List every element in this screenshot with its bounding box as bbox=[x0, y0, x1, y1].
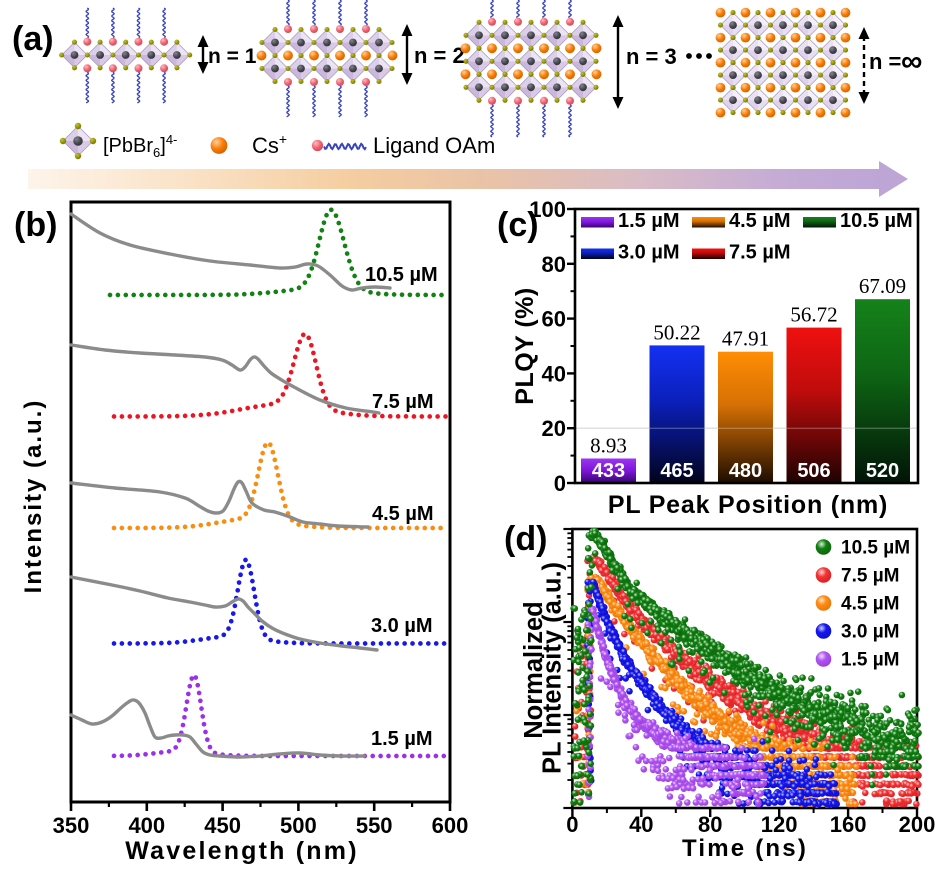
svg-text:3.0 µM: 3.0 µM bbox=[371, 615, 433, 637]
svg-text:PL Peak Position (nm): PL Peak Position (nm) bbox=[608, 491, 888, 519]
svg-text:480: 480 bbox=[729, 460, 762, 482]
svg-text:Ligand OAm: Ligand OAm bbox=[373, 133, 495, 158]
svg-text:120: 120 bbox=[761, 812, 798, 837]
svg-text:520: 520 bbox=[866, 460, 899, 482]
svg-text:10.5 µM: 10.5 µM bbox=[840, 210, 913, 232]
svg-text:3.0 µM: 3.0 µM bbox=[618, 242, 680, 264]
svg-text:160: 160 bbox=[830, 812, 867, 837]
svg-text:(a): (a) bbox=[12, 20, 54, 58]
svg-text:350: 350 bbox=[53, 813, 90, 838]
svg-text:500: 500 bbox=[280, 813, 317, 838]
svg-text:0: 0 bbox=[566, 812, 578, 837]
svg-text:n = 1: n = 1 bbox=[208, 45, 257, 68]
svg-text:[PbBr6]4-: [PbBr6]4- bbox=[103, 132, 177, 160]
svg-text:20: 20 bbox=[542, 416, 566, 441]
svg-text:Wavelength (nm): Wavelength (nm) bbox=[125, 837, 358, 865]
svg-text:60: 60 bbox=[542, 307, 566, 332]
svg-text:433: 433 bbox=[592, 460, 625, 482]
svg-text:80: 80 bbox=[698, 812, 722, 837]
svg-text:1.5 µM: 1.5 µM bbox=[371, 728, 433, 750]
svg-text:Intensity (a.u.): Intensity (a.u.) bbox=[20, 399, 47, 594]
svg-text:1.5 µM: 1.5 µM bbox=[618, 210, 680, 232]
svg-text:10.5 µM: 10.5 µM bbox=[365, 264, 438, 286]
svg-text:n = 3: n = 3 bbox=[626, 44, 677, 69]
svg-text:Cs+: Cs+ bbox=[252, 131, 287, 158]
svg-text:Time (ns): Time (ns) bbox=[682, 835, 808, 862]
svg-text:PLQY (%): PLQY (%) bbox=[511, 287, 539, 404]
svg-text:n =: n = bbox=[869, 49, 901, 74]
svg-text:450: 450 bbox=[204, 813, 241, 838]
svg-text:7.5 µM: 7.5 µM bbox=[729, 242, 791, 264]
svg-text:600: 600 bbox=[432, 813, 469, 838]
svg-text:4.5 µM: 4.5 µM bbox=[372, 503, 434, 525]
svg-text:200: 200 bbox=[899, 812, 936, 837]
svg-text:Normalized: Normalized bbox=[520, 601, 548, 738]
svg-text:(b): (b) bbox=[14, 206, 57, 244]
svg-text:465: 465 bbox=[660, 460, 693, 482]
svg-text:8.93: 8.93 bbox=[590, 434, 627, 458]
svg-text:40: 40 bbox=[542, 361, 566, 386]
svg-text:506: 506 bbox=[797, 460, 830, 482]
svg-text:80: 80 bbox=[542, 252, 566, 277]
svg-text:67.09: 67.09 bbox=[859, 274, 906, 298]
svg-text:56.72: 56.72 bbox=[790, 303, 837, 327]
svg-text:40: 40 bbox=[629, 812, 653, 837]
svg-text:400: 400 bbox=[128, 813, 165, 838]
svg-text:50.22: 50.22 bbox=[653, 320, 700, 344]
svg-text:n = 2: n = 2 bbox=[414, 43, 465, 68]
svg-text:4.5 µM: 4.5 µM bbox=[729, 210, 791, 232]
svg-text:∞: ∞ bbox=[901, 45, 922, 78]
svg-text:7.5 µM: 7.5 µM bbox=[372, 391, 434, 413]
svg-text:100: 100 bbox=[529, 197, 566, 222]
svg-text:(d): (d) bbox=[504, 520, 547, 558]
svg-text:550: 550 bbox=[356, 813, 393, 838]
svg-text:(c): (c) bbox=[497, 206, 539, 244]
svg-text:PL Intensity (a.u.): PL Intensity (a.u.) bbox=[539, 562, 567, 774]
svg-text:47.91: 47.91 bbox=[722, 327, 769, 351]
svg-text:0: 0 bbox=[554, 471, 566, 496]
